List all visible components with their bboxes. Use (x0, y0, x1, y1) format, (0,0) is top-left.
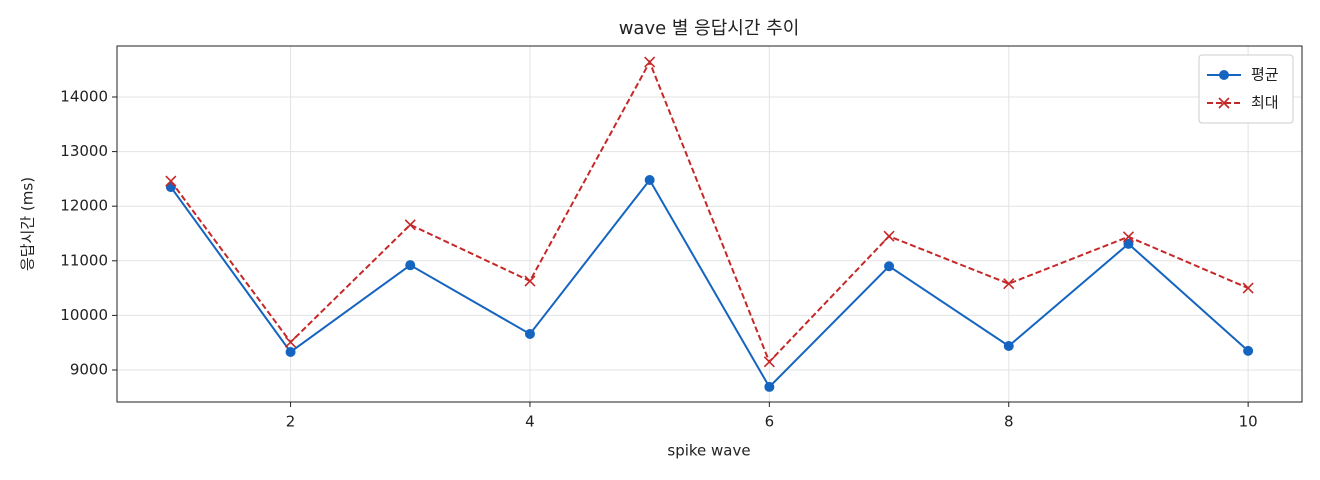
legend-label: 최대 (1251, 94, 1279, 112)
legend-box (1198, 54, 1294, 124)
y-tick-label: 14000 (60, 87, 108, 105)
y-tick-label: 10000 (60, 306, 108, 324)
marker (764, 381, 775, 392)
marker (165, 175, 177, 187)
marker (1123, 238, 1134, 249)
marker (1243, 345, 1254, 356)
chart-title: wave 별 응답시간 추이 (619, 18, 800, 39)
marker (285, 346, 296, 357)
plot-frame (116, 45, 1303, 403)
y-axis-label: 응답시간 (ms) (19, 177, 37, 271)
marker (524, 328, 535, 339)
series-line (170, 178, 1249, 389)
legend-marker (1219, 70, 1229, 80)
y-tick-label: 11000 (60, 251, 108, 269)
x-tick-label: 2 (286, 413, 296, 431)
marker (644, 56, 656, 68)
marker (1122, 231, 1135, 243)
marker (1003, 278, 1015, 290)
x-axis-label: spike wave (667, 442, 750, 460)
x-tick-label: 8 (1004, 413, 1014, 431)
legend-label: 평균 (1251, 66, 1279, 84)
y-tick-label: 12000 (60, 197, 108, 215)
marker (1003, 340, 1014, 351)
marker (405, 260, 416, 271)
marker (884, 261, 895, 272)
x-tick-label: 4 (525, 413, 535, 431)
marker (644, 174, 655, 185)
y-tick-label: 13000 (60, 142, 108, 160)
marker (404, 219, 416, 231)
marker (1242, 282, 1254, 294)
marker (883, 230, 895, 242)
marker (763, 356, 775, 368)
marker (524, 275, 536, 287)
x-tick-label: 6 (765, 413, 775, 431)
x-tick-label: 10 (1239, 413, 1258, 431)
marker (284, 336, 297, 348)
legend-marker (1218, 97, 1230, 109)
y-tick-label: 9000 (70, 361, 108, 379)
series-line (170, 59, 1249, 364)
